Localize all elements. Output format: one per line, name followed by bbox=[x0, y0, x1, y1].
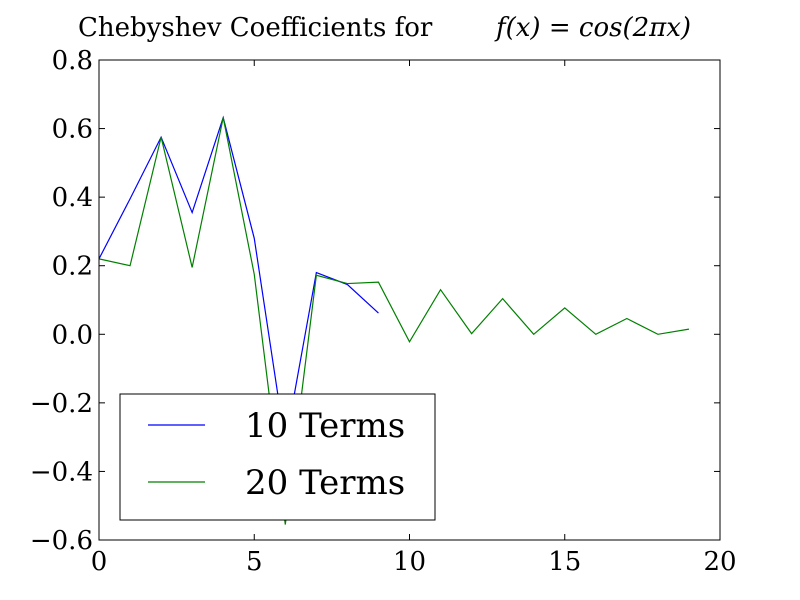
x-tick-label: 15 bbox=[548, 547, 581, 577]
series-line-20-terms bbox=[99, 117, 690, 525]
legend: 10 Terms 20 Terms bbox=[119, 393, 436, 521]
y-tick-label: 0.4 bbox=[52, 183, 93, 213]
y-tick-label: 0.0 bbox=[52, 320, 93, 350]
y-tick-label: 0.2 bbox=[52, 252, 93, 282]
y-tick-label: −0.4 bbox=[30, 457, 93, 487]
chart-title: Chebyshev Coefficients for bbox=[78, 13, 433, 43]
y-tick-label: 0.6 bbox=[52, 115, 93, 145]
x-tick-label: 20 bbox=[703, 547, 736, 577]
y-tick-label: −0.2 bbox=[30, 389, 93, 419]
legend-label-10-terms: 10 Terms bbox=[245, 406, 405, 446]
series-layer bbox=[99, 115, 690, 525]
series-line-10-terms bbox=[99, 115, 379, 445]
legend-box bbox=[119, 393, 436, 521]
chart-title-formula: f(x) = cos(2πx) bbox=[494, 13, 691, 43]
y-tick-label: 0.8 bbox=[52, 46, 93, 76]
legend-label-20-terms: 20 Terms bbox=[245, 463, 405, 503]
ticks-layer: 0 5 10 15 20 −0.6 −0.4 −0.2 0.0 0.2 0.4 0.6 0.8 bbox=[30, 46, 737, 577]
x-tick-label: 0 bbox=[91, 547, 108, 577]
x-tick-label: 10 bbox=[393, 547, 426, 577]
x-tick-label: 5 bbox=[246, 547, 263, 577]
y-tick-label: −0.6 bbox=[30, 526, 93, 556]
